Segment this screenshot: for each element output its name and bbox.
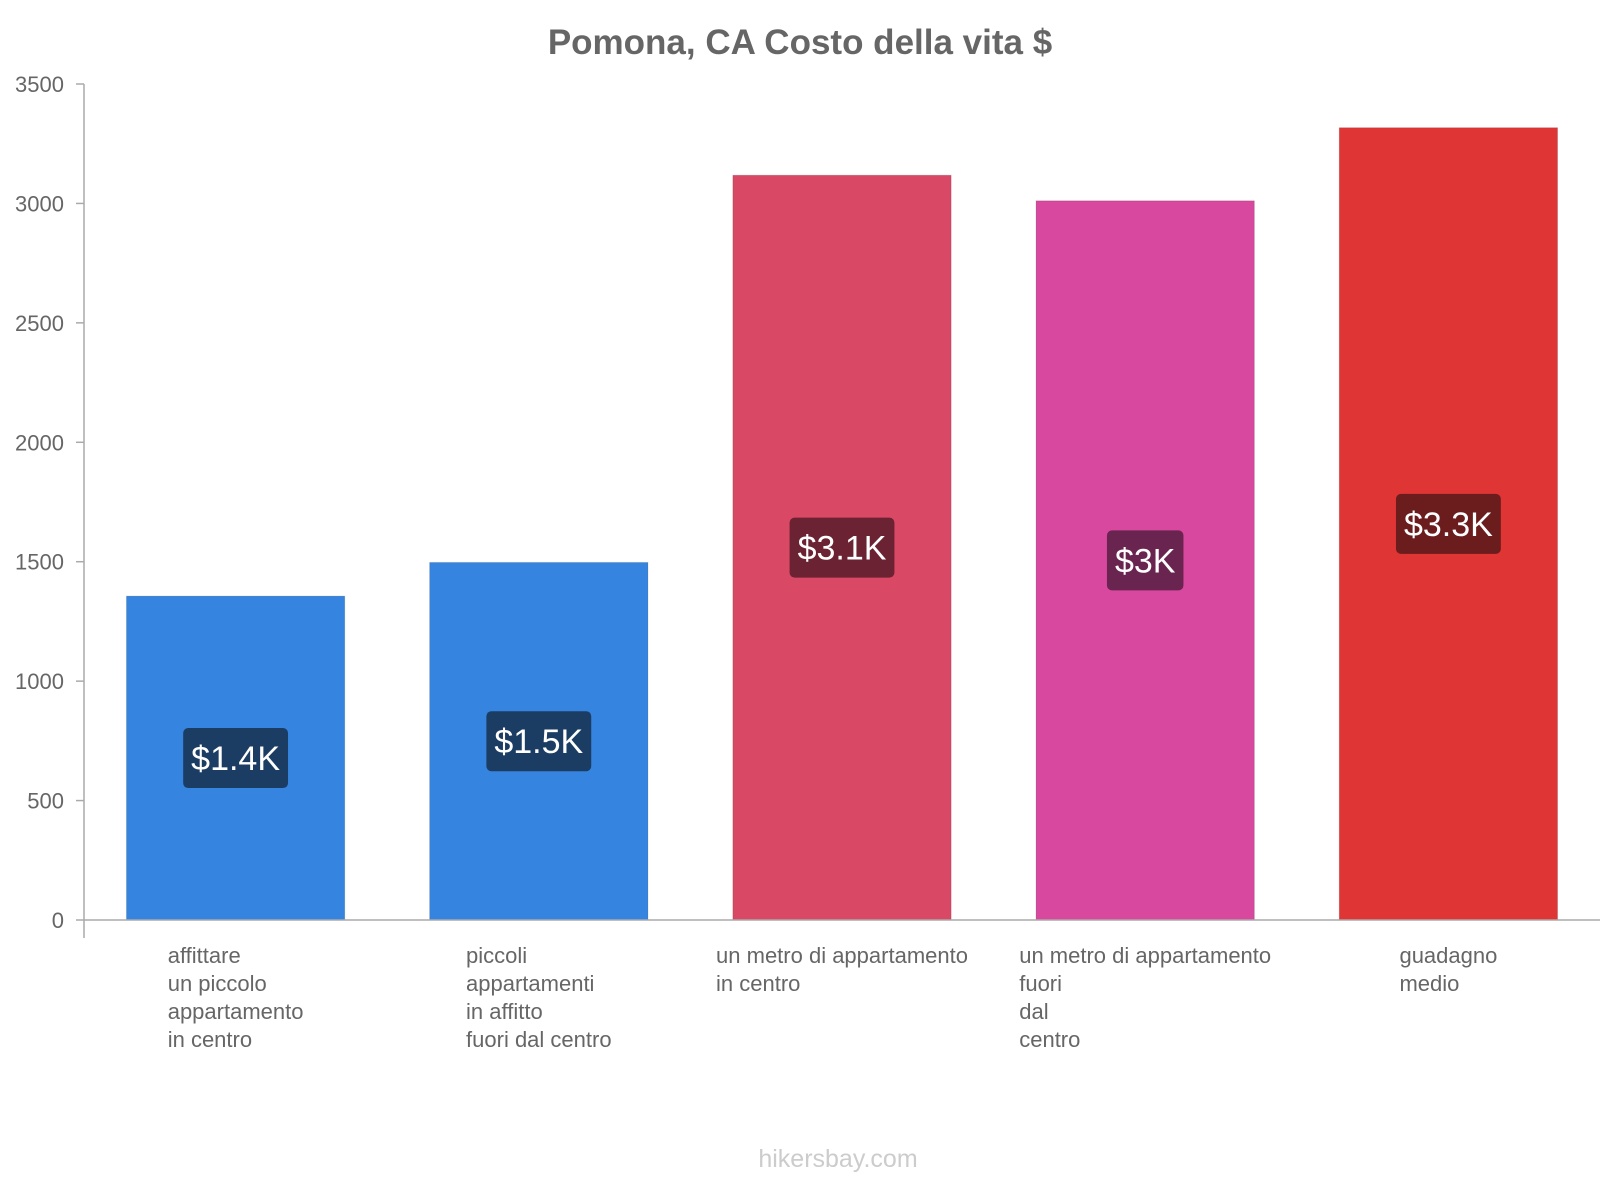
data-label-text: $3K xyxy=(1115,542,1176,580)
data-label-background xyxy=(1395,493,1501,554)
x-category-line: dal xyxy=(1019,999,1048,1024)
data-label-text: $3.1K xyxy=(798,530,887,568)
data-label-background xyxy=(183,728,289,789)
y-tick-label: 1000 xyxy=(15,669,64,694)
x-category-line: in centro xyxy=(168,1027,252,1052)
y-tick-label: 3500 xyxy=(15,72,64,97)
data-label-background xyxy=(486,711,592,772)
x-category-label: un metro di appartamento in centro xyxy=(716,943,968,996)
data-label: $1.5K xyxy=(486,711,592,772)
x-category-line: un piccolo xyxy=(168,971,267,996)
x-category-line: fuori dal centro xyxy=(466,1027,612,1052)
data-label: $3.3K xyxy=(1395,493,1501,554)
data-label: $1.4K xyxy=(183,728,289,789)
x-category-line: un metro di appartamento xyxy=(716,943,968,968)
y-tick-label: 2500 xyxy=(15,311,64,336)
data-label: $3.1K xyxy=(789,517,895,578)
y-tick-label: 0 xyxy=(52,908,64,933)
y-tick-label: 1500 xyxy=(15,550,64,575)
chart-title: Pomona, CA Costo della vita $ xyxy=(548,23,1052,62)
x-category-line: un metro di appartamento xyxy=(1019,943,1271,968)
x-category-line: in centro xyxy=(716,971,800,996)
bars-group xyxy=(125,127,1559,921)
data-label-background xyxy=(1106,530,1184,591)
data-labels-group: $1.4K $1.5K $3.1K $3K $3.3K xyxy=(183,493,1501,789)
y-tick-label: 500 xyxy=(27,789,64,814)
x-category-label: piccoli appartamenti in affitto fuori dal c… xyxy=(466,943,612,1052)
data-label-text: $1.5K xyxy=(494,723,583,761)
x-axis: affittare un piccolo appartamento in centro… xyxy=(84,919,1600,1052)
x-category-line: affittare xyxy=(168,943,241,968)
x-category-label: affittare un piccolo appartamento in centro xyxy=(168,943,304,1052)
y-axis: 0 500 1000 1500 2000 2500 3000 3500 xyxy=(15,72,85,938)
x-category-line: guadagno xyxy=(1399,943,1497,968)
y-tick-label: 2000 xyxy=(15,430,64,455)
y-tick-label: 3000 xyxy=(15,191,64,216)
x-category-line: appartamenti xyxy=(466,971,594,996)
x-category-line: medio xyxy=(1399,971,1459,996)
x-category-line: fuori xyxy=(1019,971,1062,996)
data-label-text: $3.3K xyxy=(1404,506,1493,544)
watermark: hikersbay.com xyxy=(758,1145,917,1173)
x-category-line: appartamento xyxy=(168,999,304,1024)
data-label-background xyxy=(789,517,895,578)
x-category-line: piccoli xyxy=(466,943,527,968)
x-category-line: centro xyxy=(1019,1027,1080,1052)
data-label: $3K xyxy=(1106,530,1184,591)
x-category-line: in affitto xyxy=(466,999,543,1024)
data-label-text: $1.4K xyxy=(191,740,280,778)
x-category-label: guadagno medio xyxy=(1399,943,1497,996)
x-category-label: un metro di appartamento fuori dal centro xyxy=(1019,943,1271,1052)
bar xyxy=(125,595,346,921)
